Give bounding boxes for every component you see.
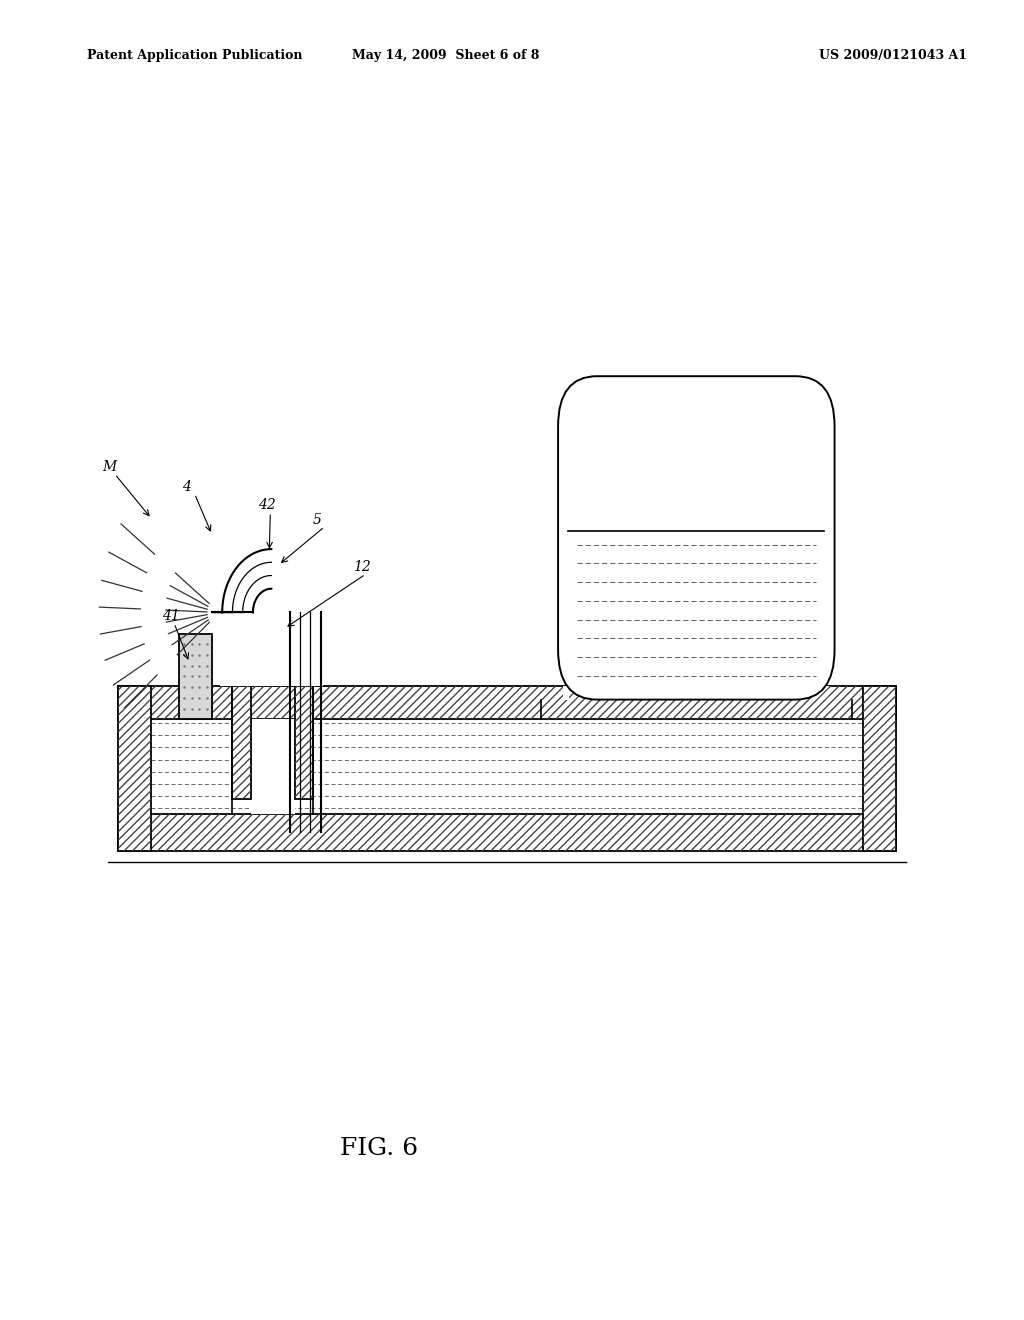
- Bar: [118, 686, 896, 719]
- Bar: [563, 686, 829, 700]
- Bar: [569, 686, 829, 700]
- Text: US 2009/0121043 A1: US 2009/0121043 A1: [819, 49, 968, 62]
- Bar: [863, 686, 896, 851]
- Text: 12: 12: [353, 560, 371, 574]
- Bar: [179, 634, 212, 719]
- Text: FIG. 6: FIG. 6: [340, 1137, 418, 1160]
- Bar: [118, 686, 151, 851]
- Text: Patent Application Publication: Patent Application Publication: [87, 49, 302, 62]
- Bar: [232, 686, 251, 799]
- Bar: [118, 686, 151, 851]
- Bar: [220, 612, 323, 686]
- Bar: [118, 686, 896, 719]
- Text: May 14, 2009  Sheet 6 of 8: May 14, 2009 Sheet 6 of 8: [352, 49, 539, 62]
- Text: 42: 42: [258, 498, 275, 512]
- Bar: [118, 814, 896, 851]
- Text: 41: 41: [162, 609, 179, 623]
- Bar: [295, 686, 313, 799]
- Bar: [232, 686, 251, 799]
- Text: 4: 4: [182, 479, 191, 494]
- Text: M: M: [102, 459, 117, 474]
- Bar: [118, 814, 896, 851]
- Bar: [251, 719, 295, 814]
- Bar: [863, 686, 896, 851]
- FancyBboxPatch shape: [558, 376, 835, 700]
- Text: 5: 5: [312, 512, 322, 527]
- Bar: [295, 686, 313, 799]
